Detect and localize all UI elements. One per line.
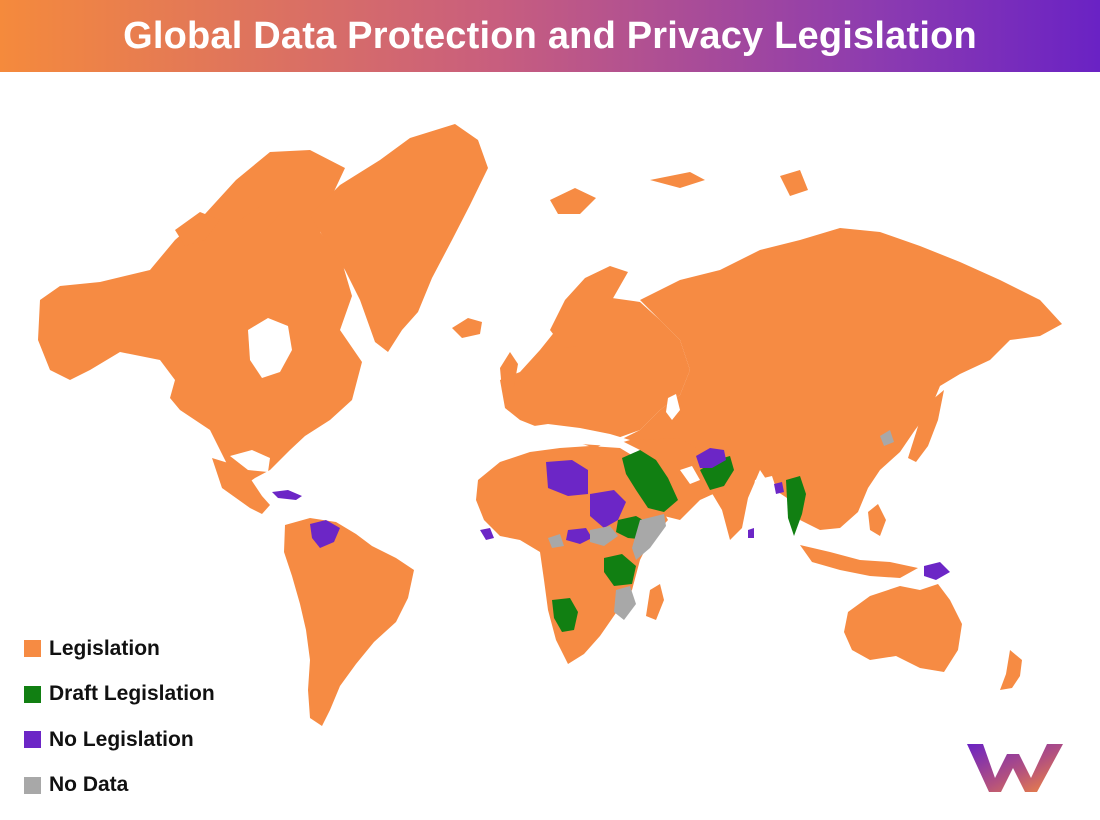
region-venezuela: [310, 520, 340, 548]
legend-label-no-legislation: No Legislation: [49, 727, 194, 751]
region-somalia: [632, 514, 666, 560]
no-legislation-regions: [272, 448, 950, 580]
legend-swatch-draft: [24, 685, 41, 703]
map-legend: Legislation Draft Legislation No Legisla…: [24, 626, 215, 808]
region-sudan: [590, 490, 626, 528]
region-north-korea: [880, 430, 894, 446]
region-greenland: [310, 124, 488, 352]
region-pakistan: [700, 456, 734, 490]
region-central-america: [212, 458, 270, 514]
region-papua-new-guinea: [924, 562, 950, 580]
title-banner: Global Data Protection and Privacy Legis…: [0, 0, 1100, 72]
brand-logo-icon: [967, 744, 1063, 792]
legend-item-legislation: Legislation: [24, 626, 215, 672]
legend-swatch-no-legislation: [24, 731, 41, 749]
legend-swatch-legislation: [24, 640, 41, 658]
draft-regions: [552, 450, 806, 632]
legend-item-no-data: No Data: [24, 763, 215, 809]
region-madagascar: [646, 584, 664, 620]
region-libya: [546, 460, 588, 496]
region-saudi-arabia: [622, 450, 678, 512]
legend-label-draft: Draft Legislation: [49, 682, 215, 706]
legend-item-no-legislation: No Legislation: [24, 717, 215, 763]
page-title: Global Data Protection and Privacy Legis…: [123, 14, 977, 57]
legend-swatch-no-data: [24, 776, 41, 794]
legend-label-no-data: No Data: [49, 773, 129, 797]
logo-w-shape: [967, 744, 1063, 792]
region-philippines: [868, 504, 886, 536]
region-south-america: [284, 518, 414, 726]
region-indonesia: [800, 545, 918, 578]
region-myanmar: [786, 476, 806, 536]
gulf-of-mexico: [230, 450, 270, 472]
water-bodies: [230, 318, 780, 510]
region-western-sahara: [548, 534, 564, 548]
caspian-sea: [666, 394, 680, 420]
legend-label-legislation: Legislation: [49, 636, 160, 660]
region-japan: [908, 390, 944, 462]
region-mozambique: [614, 586, 636, 620]
region-north-america: [38, 150, 362, 490]
region-europe: [500, 298, 690, 448]
region-uk: [500, 352, 518, 390]
region-bangladesh: [774, 482, 784, 494]
world-map: [38, 124, 1062, 726]
region-cuba: [272, 490, 302, 500]
region-scandinavia: [550, 266, 628, 348]
region-liberia: [480, 528, 494, 540]
region-afghanistan: [696, 448, 726, 468]
region-sri-lanka: [748, 528, 754, 538]
region-new-zealand: [1000, 650, 1022, 690]
legend-item-draft: Draft Legislation: [24, 672, 215, 718]
mediterranean: [520, 424, 630, 446]
region-iceland: [452, 318, 482, 338]
region-australia: [844, 584, 962, 672]
hudson-bay: [248, 318, 292, 378]
bay-of-bengal: [752, 476, 780, 510]
persian-gulf: [680, 466, 700, 484]
region-namibia: [552, 598, 578, 632]
no-data-regions: [548, 430, 894, 620]
region-tanzania: [604, 554, 636, 586]
region-central-african-rep: [566, 528, 592, 544]
region-south-sudan: [590, 526, 618, 546]
